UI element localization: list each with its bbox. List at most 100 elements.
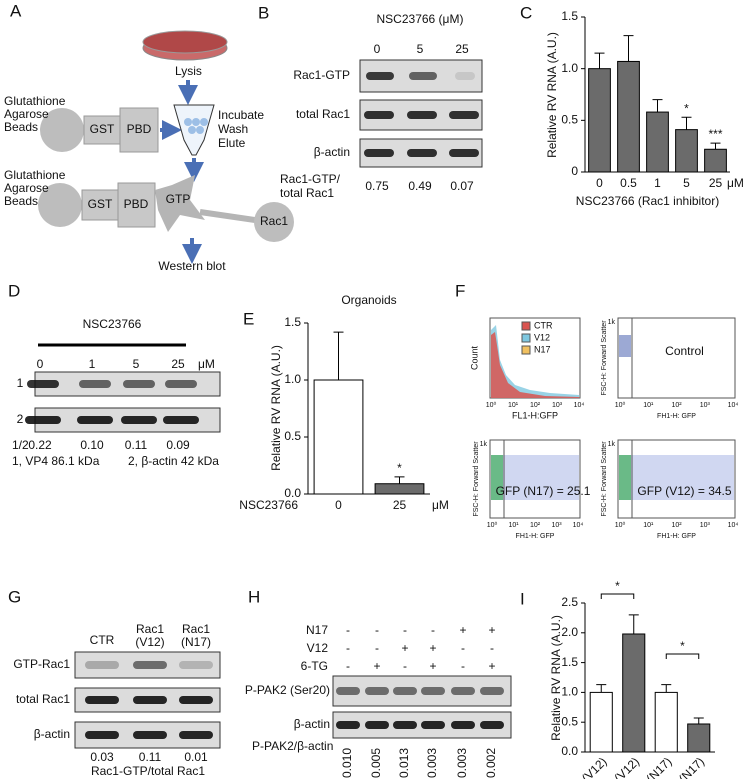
blot-band	[179, 696, 213, 704]
condition-sign: +	[459, 623, 466, 637]
blot-band	[407, 149, 437, 157]
annotation: GFP (N17) = 25.1	[496, 484, 591, 498]
x-tick-label: 10¹	[508, 522, 519, 529]
blot-band	[365, 687, 389, 695]
bar	[646, 111, 669, 173]
panel-label: I	[520, 589, 525, 608]
y-tick-label: 0.0	[561, 744, 578, 758]
blot-band	[163, 416, 199, 424]
blot-band	[480, 721, 504, 729]
axis-label: FH1-H: GFP	[657, 413, 696, 420]
axis-label: FH1-H: GFP	[516, 533, 555, 540]
row-label: total Rac1	[16, 692, 70, 706]
bar	[617, 60, 640, 173]
legend-swatch	[521, 333, 531, 343]
significance-bracket	[665, 653, 700, 659]
blot-band	[409, 72, 437, 80]
row-label: Rac1-GTP	[293, 68, 350, 82]
x-tick-label: 10⁰	[615, 401, 626, 409]
blot-band	[27, 380, 59, 388]
bar	[589, 691, 613, 753]
condition-label: N17	[306, 623, 328, 637]
significance-mark: ***	[708, 127, 722, 141]
step-label: Western blot	[158, 259, 226, 273]
blot-band	[85, 661, 119, 669]
condition-sign: +	[429, 641, 436, 655]
blot-band	[407, 111, 437, 119]
legend-text: N17	[534, 344, 551, 354]
y-tick-label: 0.0	[284, 486, 301, 500]
condition-sign: +	[488, 659, 495, 673]
y-tick-label: 1.5	[561, 9, 578, 23]
bar	[675, 129, 698, 173]
treatment-label: NSC23766 (μM)	[377, 12, 464, 26]
pulldown-diagram	[38, 30, 294, 264]
x-tick-label: 10¹	[508, 402, 519, 409]
condition-sign: -	[431, 623, 435, 637]
annotation: GFP (V12) = 34.5	[637, 484, 731, 498]
blot-band	[77, 416, 113, 424]
ratio-label: Rac1-GTP/total Rac1	[91, 764, 205, 778]
x-tick-label: 10¹	[643, 402, 654, 409]
condition-label: 6-TG	[301, 659, 328, 673]
condition-sign: -	[403, 659, 407, 673]
dose-label: 25	[171, 357, 185, 371]
chart-title: Organoids	[341, 293, 396, 307]
ratio-value: 0.75	[365, 179, 389, 193]
blot-band	[421, 687, 445, 695]
bar	[313, 379, 364, 495]
bar	[374, 483, 425, 495]
ratio-value: 0.01	[184, 750, 208, 764]
panel-label: C	[520, 3, 532, 22]
x-tick-label: 0	[335, 498, 342, 512]
x-tick-label: 10³	[551, 522, 562, 529]
y-tick-label: 1k	[480, 441, 488, 448]
condition-sign: -	[461, 641, 465, 655]
x-tick-label: 10¹	[643, 522, 654, 529]
panel-label: D	[8, 281, 20, 300]
bead-label: Beads	[4, 194, 38, 208]
x-tick-label: 0.5	[620, 176, 637, 190]
blot-band	[121, 416, 157, 424]
dose-label: 0	[37, 357, 44, 371]
blot-band	[393, 721, 417, 729]
unit-label: μM	[198, 357, 215, 371]
condition-sign: +	[488, 623, 495, 637]
blot-band	[179, 731, 213, 739]
bead-label: Beads	[4, 120, 38, 134]
blot-band	[123, 380, 155, 388]
x-tick-label: 25	[393, 498, 407, 512]
unit-label: μM	[727, 176, 743, 190]
error-bar	[394, 476, 405, 484]
ratio-value: 0.09	[166, 438, 190, 452]
dose-label: 5	[417, 42, 424, 56]
condition-sign: -	[375, 623, 379, 637]
significance-mark: *	[615, 579, 620, 593]
x-tick-label: 10³	[700, 522, 711, 529]
error-bar	[681, 116, 692, 130]
y-tick-label: 2.0	[561, 625, 578, 639]
x-tick-label: 10²	[671, 522, 682, 529]
box-label: PBD	[124, 197, 149, 211]
x-tick-label: 10⁴	[573, 522, 584, 529]
annotation: Control	[665, 344, 704, 358]
condition-sign: -	[403, 623, 407, 637]
error-bar	[596, 684, 607, 693]
x-tick-label: 10³	[552, 402, 563, 409]
blot-band	[480, 687, 504, 695]
blot-band	[133, 696, 167, 704]
significance-mark: *	[684, 101, 689, 115]
bead-label: Glutathione	[4, 168, 66, 182]
x-tick-label: 1	[654, 176, 661, 190]
legend-text: V12	[534, 332, 550, 342]
x-tick-label: 0	[596, 176, 603, 190]
y-tick-label: 0	[571, 164, 578, 178]
ratio-label: P-PAK2/β-actin	[252, 739, 333, 753]
blot-band	[393, 687, 417, 695]
legend-swatch	[521, 345, 531, 355]
blot-band	[421, 721, 445, 729]
box-label: GTP	[166, 192, 191, 206]
bead-label: Glutathione	[4, 94, 66, 108]
step-label: Incubate	[218, 108, 264, 122]
panel-label: F	[455, 281, 465, 300]
